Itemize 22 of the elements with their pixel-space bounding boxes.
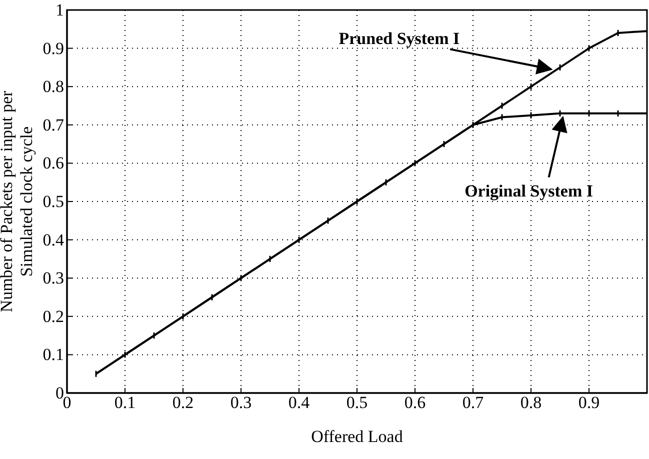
x-tick-label: 0.7	[462, 393, 484, 412]
y-tick-label: 0.5	[42, 192, 64, 211]
y-tick-label: 0.3	[42, 268, 64, 288]
x-axis-title: Offered Load	[311, 427, 404, 446]
x-tick-label: 0.8	[520, 393, 542, 412]
x-tick-label: 0.2	[172, 393, 194, 412]
y-tick-label: 0.8	[42, 77, 64, 96]
x-tick-label: 0.9	[578, 393, 600, 412]
y-tick-label: 0.1	[42, 345, 64, 364]
y-tick-label: 0.7	[42, 115, 64, 134]
x-tick-label: 0.6	[404, 393, 426, 412]
y-tick-label: 0.2	[42, 306, 64, 326]
y-axis-title: Number of Packets per input per Simulated clock cycle	[0, 90, 36, 312]
x-tick-label: 0.4	[288, 393, 310, 412]
annotation: Pruned System I	[338, 29, 460, 48]
x-tick-label: 0.5	[346, 393, 368, 412]
x-tick-label: 0.1	[114, 393, 136, 412]
y-tick-label: 0.9	[42, 38, 64, 58]
y-tick-label: 1	[56, 0, 64, 20]
y-tick-label: 0.4	[42, 230, 64, 250]
y-tick-label: 0.6	[42, 154, 64, 173]
x-tick-label: 0.3	[230, 393, 252, 412]
